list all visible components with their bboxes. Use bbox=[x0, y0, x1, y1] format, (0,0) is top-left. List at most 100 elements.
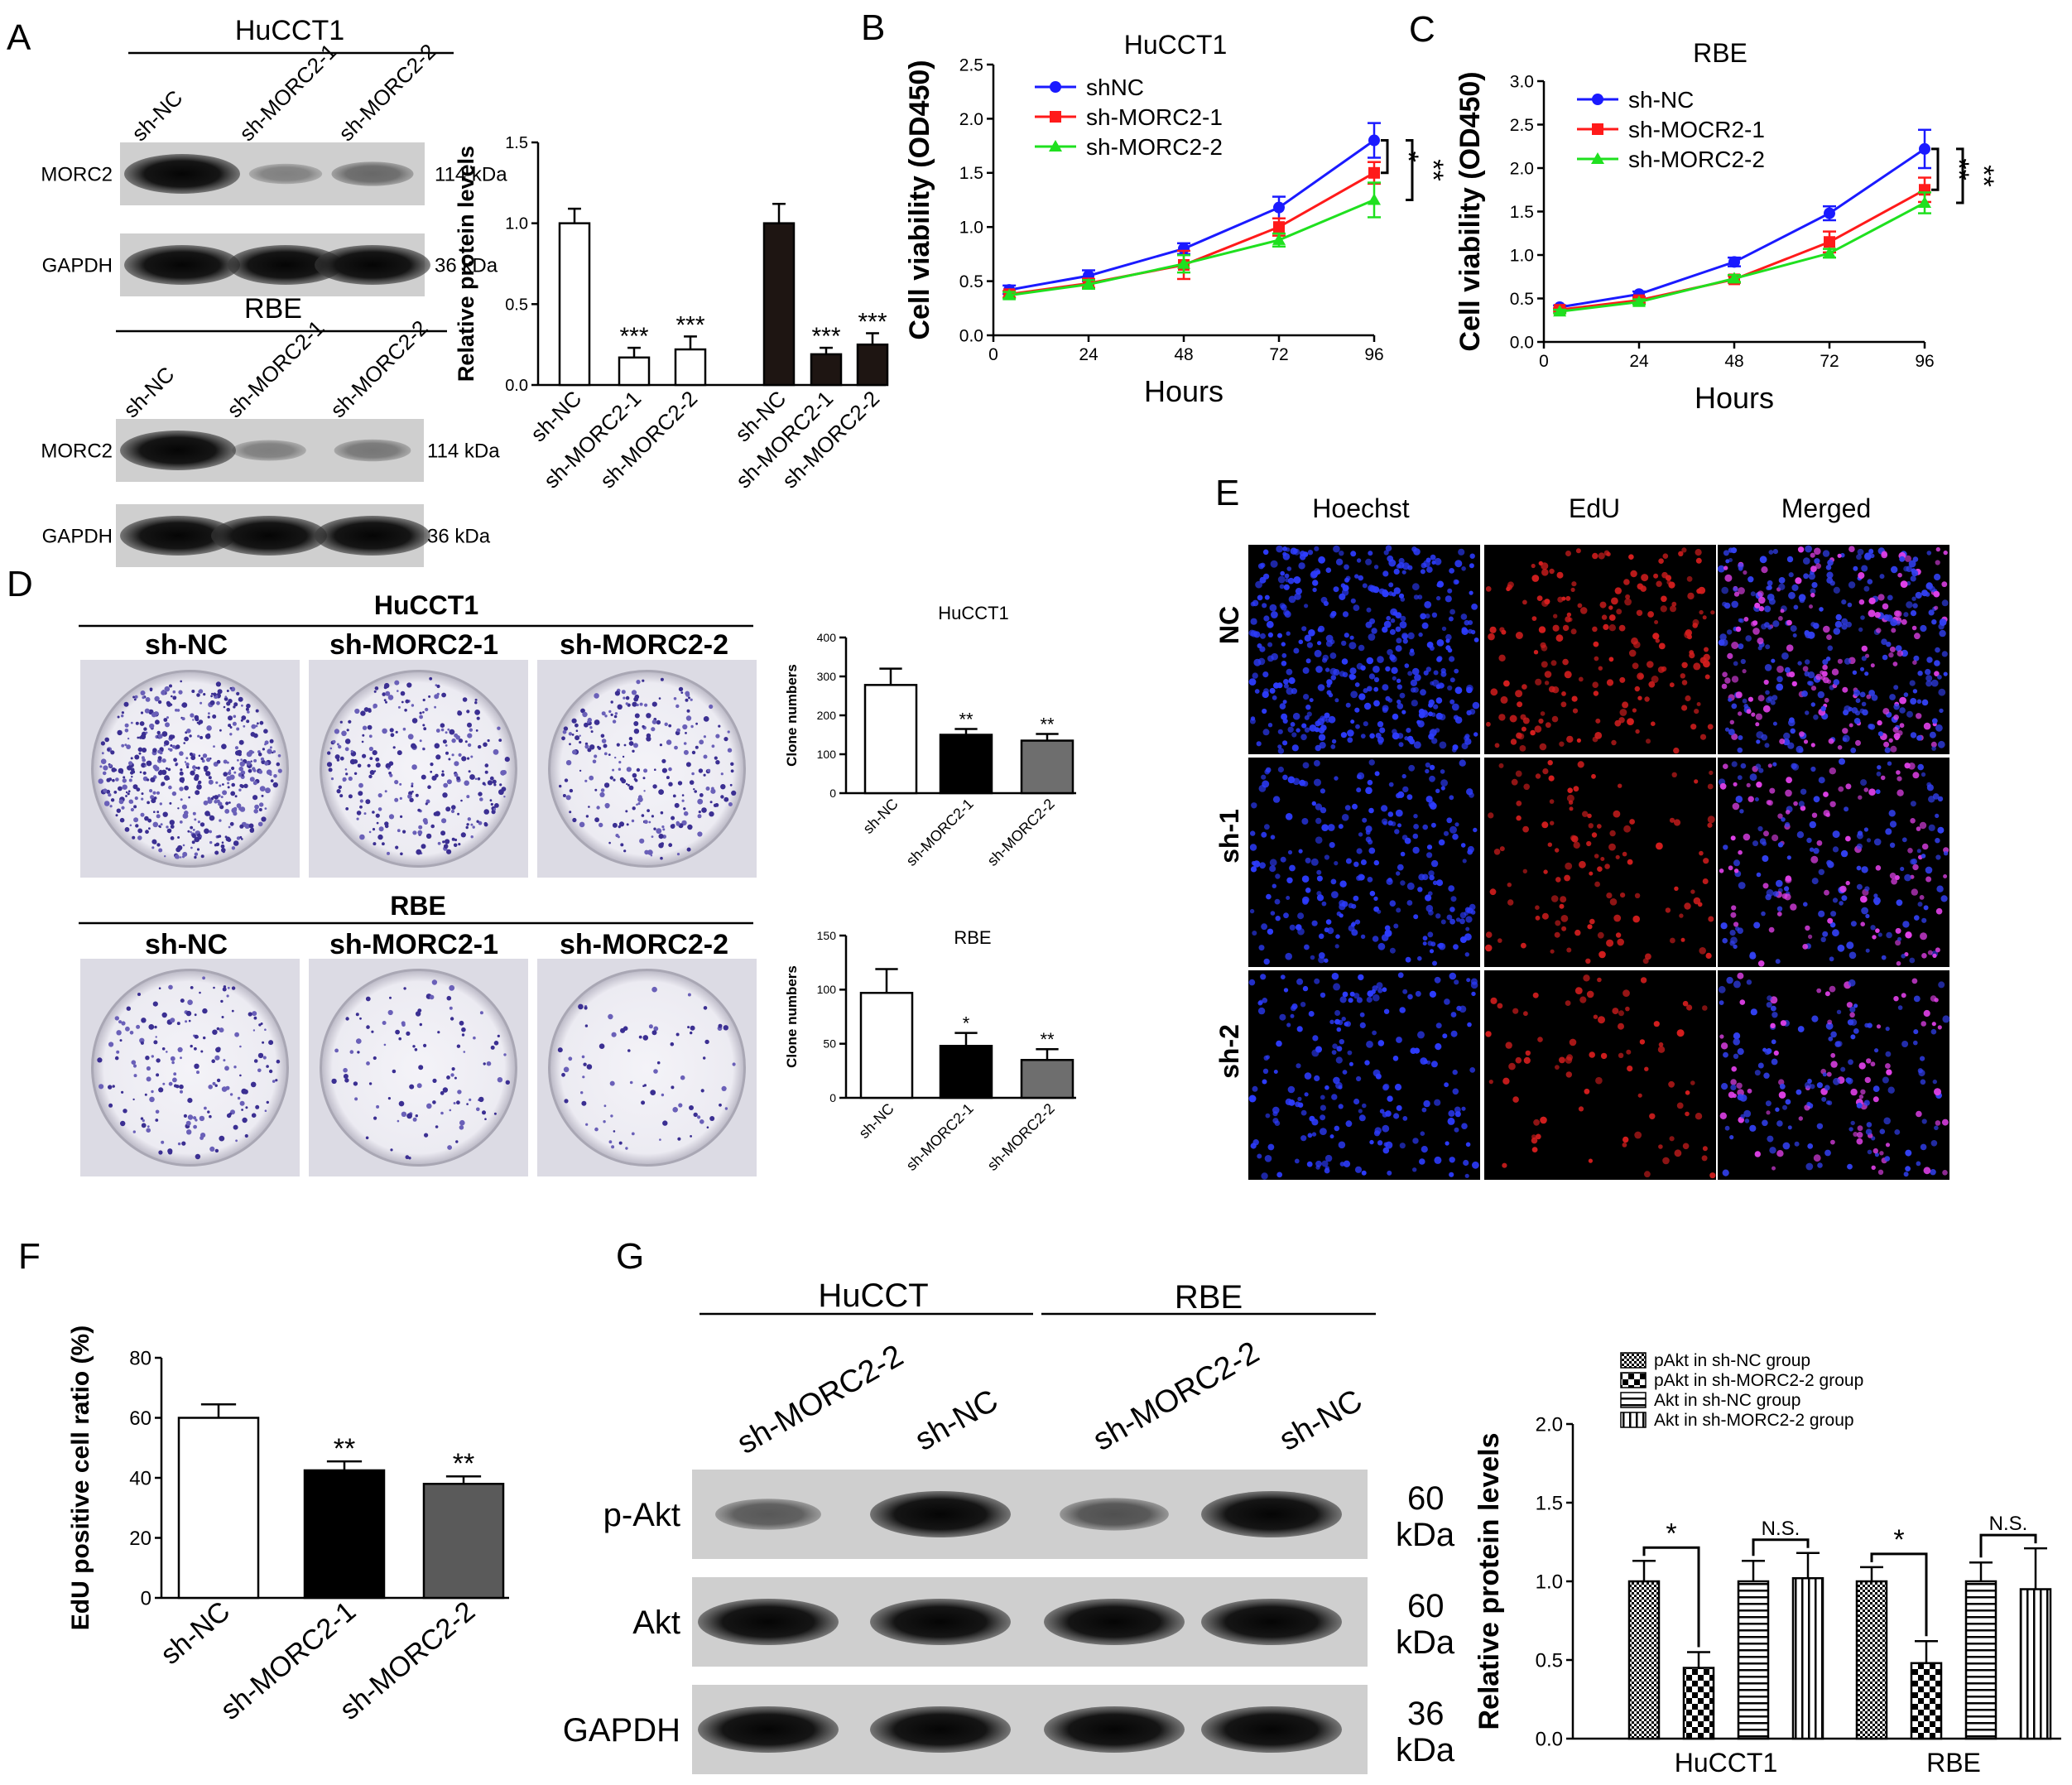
cell-nucleus bbox=[1732, 802, 1740, 811]
y-axis-title: Cell viability (OD450) bbox=[1454, 71, 1486, 351]
cell-nucleus bbox=[1754, 602, 1761, 609]
cell-nucleus bbox=[1341, 640, 1347, 647]
colony-dot bbox=[622, 755, 625, 758]
cell-nucleus bbox=[1822, 659, 1829, 666]
cell-nucleus bbox=[1728, 547, 1734, 553]
colony-dot bbox=[212, 796, 215, 799]
cell-nucleus bbox=[1250, 618, 1257, 625]
cell-nucleus bbox=[1361, 1170, 1367, 1176]
cell-nucleus bbox=[1594, 854, 1599, 859]
cell-nucleus bbox=[1880, 775, 1886, 781]
colony-dot bbox=[432, 1078, 437, 1083]
cell-nucleus bbox=[1794, 1141, 1800, 1147]
cell-nucleus bbox=[1436, 657, 1442, 662]
cell-nucleus bbox=[1750, 621, 1757, 627]
cell-nucleus bbox=[1848, 979, 1856, 987]
colony-dot bbox=[397, 750, 402, 756]
colony-dot bbox=[449, 984, 455, 991]
blot-kda-label: kDa bbox=[1396, 1517, 1455, 1553]
cell-nucleus bbox=[1865, 1128, 1872, 1135]
colony-dot bbox=[647, 849, 653, 855]
cell-nucleus bbox=[1445, 633, 1452, 641]
cell-nucleus bbox=[1780, 1020, 1786, 1027]
cell-nucleus bbox=[1797, 546, 1805, 553]
cell-nucleus bbox=[1702, 1146, 1708, 1152]
significance-label: *** bbox=[619, 323, 648, 350]
cell-nucleus bbox=[1279, 703, 1286, 710]
cell-nucleus bbox=[1821, 1096, 1827, 1102]
cell-nucleus bbox=[1488, 633, 1495, 641]
cell-nucleus bbox=[1609, 898, 1618, 906]
cell-nucleus bbox=[1401, 710, 1406, 714]
cell-nucleus bbox=[1503, 680, 1510, 687]
cell-nucleus bbox=[1911, 888, 1918, 896]
cell-nucleus bbox=[1861, 565, 1868, 572]
cell-nucleus bbox=[1272, 883, 1277, 888]
colony-dot bbox=[609, 1080, 615, 1086]
cell-nucleus bbox=[1406, 735, 1414, 743]
colony-dot bbox=[227, 771, 232, 776]
cell-nucleus bbox=[1738, 882, 1746, 889]
cell-nucleus bbox=[1746, 709, 1752, 714]
cell-nucleus bbox=[1923, 722, 1931, 730]
colony-dot bbox=[637, 802, 641, 806]
cell-nucleus bbox=[1901, 837, 1907, 843]
cell-nucleus bbox=[1911, 978, 1918, 984]
cell-nucleus bbox=[1897, 1005, 1903, 1010]
blot-band bbox=[124, 154, 240, 194]
cell-nucleus bbox=[1473, 827, 1478, 833]
cell-nucleus bbox=[1808, 572, 1815, 580]
cell-nucleus bbox=[1371, 628, 1377, 634]
cell-nucleus bbox=[1413, 824, 1419, 830]
colony-dot bbox=[375, 763, 381, 768]
colony-dot bbox=[124, 743, 127, 747]
cell-nucleus bbox=[1656, 842, 1663, 850]
cell-nucleus bbox=[1872, 1148, 1878, 1154]
colony-dot bbox=[557, 1047, 563, 1053]
cell-nucleus bbox=[1502, 1162, 1507, 1168]
colony-dot bbox=[237, 1096, 241, 1100]
cell-nucleus bbox=[1408, 764, 1416, 772]
colony-dot bbox=[264, 761, 269, 766]
cell-nucleus bbox=[1738, 566, 1743, 571]
colony-dot bbox=[166, 767, 168, 770]
cell-nucleus bbox=[1310, 955, 1315, 960]
cell-nucleus bbox=[1406, 882, 1415, 890]
colony-dot bbox=[252, 769, 257, 772]
cell-nucleus bbox=[1802, 944, 1809, 950]
y-axis-title: Relative protein levels bbox=[1473, 1432, 1505, 1730]
cell-nucleus bbox=[1306, 642, 1313, 648]
colony-dot bbox=[224, 695, 228, 698]
colony-dot bbox=[186, 765, 190, 769]
data-point bbox=[1368, 134, 1380, 147]
x-tick-label: sh-MORC2-2 bbox=[984, 796, 1058, 869]
cell-nucleus bbox=[1281, 652, 1287, 658]
cell-nucleus bbox=[1566, 612, 1572, 618]
cell-nucleus bbox=[1905, 1149, 1912, 1157]
legend-marker bbox=[1050, 111, 1061, 123]
cell-nucleus bbox=[1811, 582, 1818, 589]
cell-nucleus bbox=[1674, 1149, 1682, 1157]
colony-dot bbox=[228, 825, 231, 829]
cell-nucleus bbox=[1559, 741, 1565, 747]
cell-nucleus bbox=[1792, 633, 1797, 638]
colony-dot bbox=[202, 753, 208, 758]
cell-nucleus bbox=[1891, 628, 1897, 633]
cell-nucleus bbox=[1515, 690, 1523, 698]
cell-nucleus bbox=[1535, 905, 1540, 910]
cell-nucleus bbox=[1279, 1013, 1286, 1021]
colony-dot bbox=[661, 825, 665, 829]
cell-nucleus bbox=[1733, 782, 1738, 787]
cell-nucleus bbox=[1381, 805, 1388, 812]
cell-nucleus bbox=[1623, 1136, 1629, 1143]
colony-dot bbox=[618, 821, 625, 827]
colony-dot bbox=[419, 711, 422, 714]
colony-dot bbox=[426, 1103, 432, 1109]
colony-dot bbox=[341, 730, 347, 737]
cell-nucleus bbox=[1762, 841, 1767, 846]
cell-nucleus bbox=[1282, 700, 1287, 705]
colony-dot bbox=[212, 1081, 216, 1085]
colony-dot bbox=[401, 1022, 406, 1027]
colony-dot bbox=[223, 705, 226, 709]
cell-nucleus bbox=[1850, 1088, 1858, 1096]
